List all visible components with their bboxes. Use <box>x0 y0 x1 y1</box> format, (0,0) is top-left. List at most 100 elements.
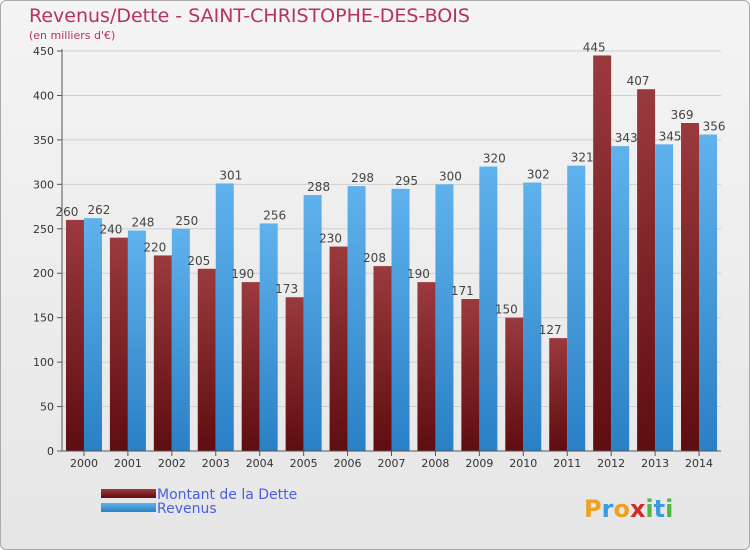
revenue-bar <box>391 188 410 451</box>
revenue-value-label: 302 <box>527 168 550 182</box>
y-tick-label: 350 <box>33 134 54 147</box>
debt-value-label: 407 <box>627 74 650 88</box>
axes: 0 50 100 150 200 250 300 350 400 450 2000 2001 2002 2… <box>33 45 721 470</box>
revenue-value-label: 301 <box>219 168 242 182</box>
revenue-value-label: 320 <box>483 152 506 166</box>
debt-value-label: 230 <box>319 232 342 246</box>
debt-bar <box>241 282 260 451</box>
logo-letter: P <box>584 495 602 523</box>
chart-title: Revenus/Dette - SAINT-CHRISTOPHE-DES-BOI… <box>29 5 470 27</box>
debt-bar <box>109 237 128 451</box>
x-tick-label: 2008 <box>421 457 449 470</box>
legend-swatch-revenue <box>101 503 156 512</box>
revenue-value-label: 248 <box>131 216 154 230</box>
debt-value-label: 173 <box>275 282 298 296</box>
x-tick-label: 2010 <box>509 457 537 470</box>
legend-label-revenue: Revenus <box>157 501 217 517</box>
logo-letter: i <box>645 495 653 523</box>
x-tick-label: 2009 <box>465 457 493 470</box>
debt-value-label: 171 <box>451 284 474 298</box>
x-tick-label: 2000 <box>70 457 98 470</box>
debt-bar <box>373 266 392 451</box>
debt-value-label: 205 <box>187 254 210 268</box>
revenue-value-label: 298 <box>351 171 374 185</box>
revenue-bar <box>479 166 498 452</box>
revenue-bar <box>523 182 542 452</box>
debt-bar <box>329 246 348 451</box>
y-tick-label: 50 <box>40 401 54 414</box>
logo-letter: o <box>613 495 630 523</box>
logo-letter: i <box>665 495 673 523</box>
debt-value-label: 240 <box>99 223 122 237</box>
revenue-bar <box>347 186 366 451</box>
revenue-bar <box>215 183 234 451</box>
x-tick-label: 2006 <box>334 457 362 470</box>
revenue-bar <box>435 184 454 452</box>
revenue-value-label: 295 <box>395 174 418 188</box>
debt-bar <box>681 123 700 451</box>
value-labels: 260 262 240 248 220 250 205 301 190 256 173 288 230 2… <box>56 40 726 337</box>
y-tick-label: 150 <box>33 312 54 325</box>
debt-bar <box>593 55 612 451</box>
y-tick-label: 400 <box>33 89 54 102</box>
proxiti-logo: Proxiti <box>584 495 673 523</box>
debt-value-label: 260 <box>56 205 79 219</box>
debt-value-label: 220 <box>143 240 166 254</box>
debt-value-label: 369 <box>671 108 694 122</box>
x-tick-label: 2004 <box>246 457 274 470</box>
y-tick-label: 100 <box>33 356 54 369</box>
debt-bar <box>153 255 172 451</box>
x-tick-label: 2013 <box>641 457 669 470</box>
x-tick-label: 2014 <box>685 457 713 470</box>
debt-bar <box>417 282 436 451</box>
revenue-value-label: 343 <box>615 131 638 145</box>
debt-bar <box>65 219 84 451</box>
revenue-bar <box>655 144 674 452</box>
revenue-value-label: 250 <box>175 214 198 228</box>
revenue-bar <box>127 230 146 451</box>
x-tick-label: 2001 <box>114 457 142 470</box>
debt-bar <box>285 297 304 451</box>
revenue-bar <box>303 195 322 451</box>
debt-value-label: 190 <box>231 267 254 281</box>
legend-label-debt: Montant de la Dette <box>157 487 297 503</box>
revenue-value-label: 300 <box>439 169 462 183</box>
revenue-value-label: 356 <box>703 120 726 134</box>
logo-letter: r <box>602 495 614 523</box>
revenue-value-label: 256 <box>263 208 286 222</box>
debt-bar <box>197 268 216 451</box>
x-tick-label: 2002 <box>158 457 186 470</box>
debt-bar <box>461 299 480 451</box>
debt-bar <box>549 338 568 451</box>
proxiti-logo-text: Proxiti <box>584 495 673 523</box>
legend-swatch-debt <box>101 489 156 498</box>
y-tick-label: 200 <box>33 267 54 280</box>
debt-bar <box>637 89 656 451</box>
revenue-value-label: 262 <box>88 203 111 217</box>
debt-value-label: 150 <box>495 303 518 317</box>
y-tick-label: 0 <box>47 445 54 458</box>
debt-value-label: 208 <box>363 251 386 265</box>
debt-value-label: 127 <box>539 323 562 337</box>
y-tick-label: 450 <box>33 45 54 58</box>
y-tick-label: 300 <box>33 178 54 191</box>
revenue-bar <box>83 218 102 451</box>
revenue-bar <box>259 223 278 451</box>
x-tick-label: 2012 <box>597 457 625 470</box>
x-tick-label: 2003 <box>202 457 230 470</box>
x-tick-label: 2011 <box>553 457 581 470</box>
revenue-value-label: 288 <box>307 180 330 194</box>
logo-letter: t <box>654 495 665 523</box>
debt-value-label: 190 <box>407 267 430 281</box>
y-tick-label: 250 <box>33 223 54 236</box>
revenue-value-label: 321 <box>571 151 594 165</box>
logo-letter: x <box>630 495 646 523</box>
revenue-bar <box>171 228 190 451</box>
revenue-bar <box>611 146 630 451</box>
x-tick-label: 2007 <box>378 457 406 470</box>
revenue-bar <box>699 134 718 452</box>
revenue-value-label: 345 <box>659 129 682 143</box>
